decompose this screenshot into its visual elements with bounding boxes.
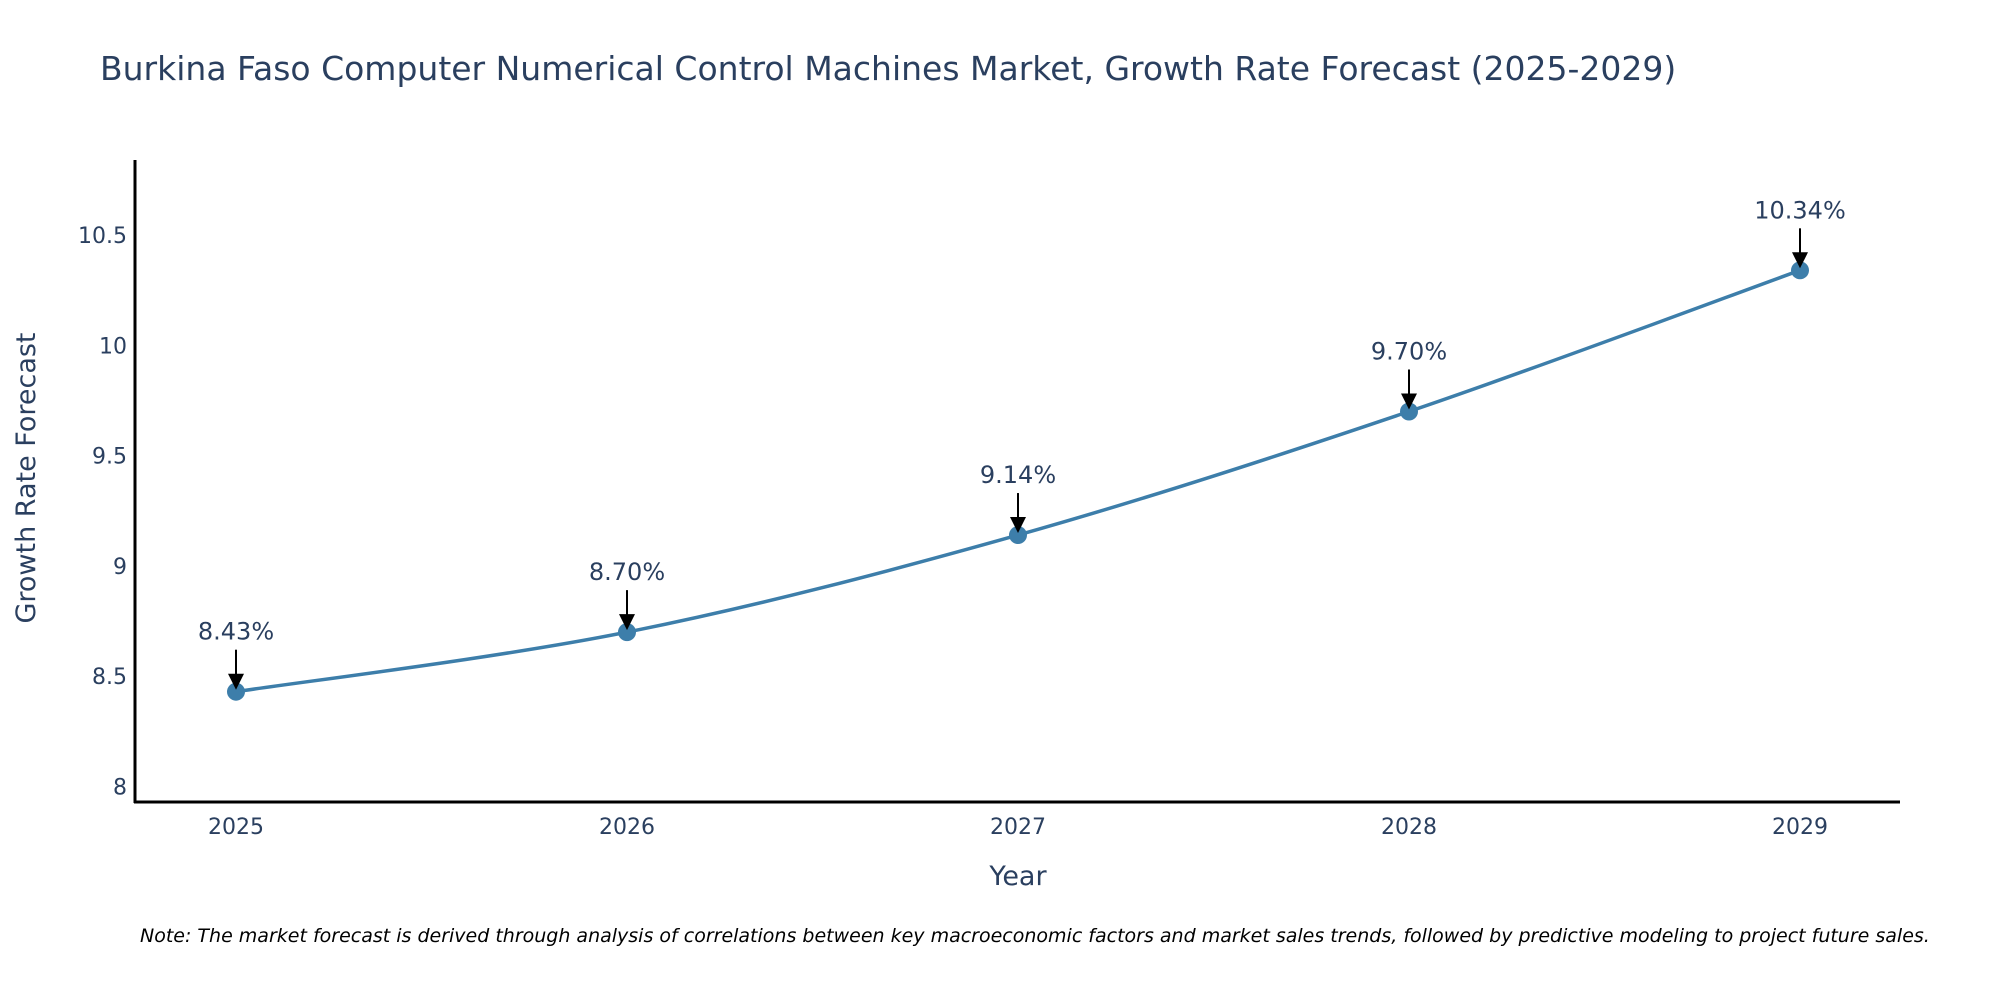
- y-tick-label: 8.5: [92, 665, 127, 690]
- data-point: [618, 623, 636, 642]
- annotation-arrowhead: [228, 673, 244, 690]
- x-axis-title: Year: [988, 861, 1047, 892]
- x-tick-label: 2029: [1772, 815, 1828, 840]
- x-tick-label: 2025: [208, 815, 264, 840]
- chart-note: Note: The market forecast is derived thr…: [140, 925, 1930, 947]
- x-tick-label: 2028: [1381, 815, 1437, 840]
- data-point: [1400, 402, 1418, 421]
- data-label: 9.70%: [1371, 338, 1447, 366]
- data-label: 10.34%: [1754, 196, 1846, 224]
- chart-title: Burkina Faso Computer Numerical Control …: [100, 49, 1676, 88]
- data-point: [1791, 261, 1809, 280]
- annotation-arrowhead: [619, 614, 635, 631]
- x-tick-label: 2027: [990, 815, 1046, 840]
- y-tick-label: 10.5: [78, 224, 127, 249]
- y-tick-label: 9.5: [92, 445, 127, 470]
- data-point: [1009, 526, 1027, 545]
- y-tick-label: 8: [113, 776, 127, 801]
- data-label: 8.70%: [589, 558, 665, 586]
- data-label-annotations: 8.43% 8.70% 9.14% 9.70% 10.34%: [198, 196, 1846, 690]
- data-label: 8.43%: [198, 618, 274, 646]
- data-label: 9.14%: [980, 461, 1056, 489]
- annotation-arrowhead: [1010, 517, 1026, 534]
- annotation-arrowhead: [1792, 252, 1808, 269]
- annotation-arrowhead: [1401, 393, 1417, 410]
- y-tick-label: 9: [113, 555, 127, 580]
- data-points: [227, 261, 1809, 701]
- y-tick-label: 10: [99, 334, 127, 359]
- x-tick-label: 2026: [599, 815, 655, 840]
- x-axis-ticks: 2025 2026 2027 2028 2029: [208, 815, 1828, 840]
- y-axis-ticks: 8 8.5 9 9.5 10 10.5: [78, 224, 127, 801]
- data-point: [227, 682, 245, 701]
- y-axis-title: Growth Rate Forecast: [11, 332, 42, 623]
